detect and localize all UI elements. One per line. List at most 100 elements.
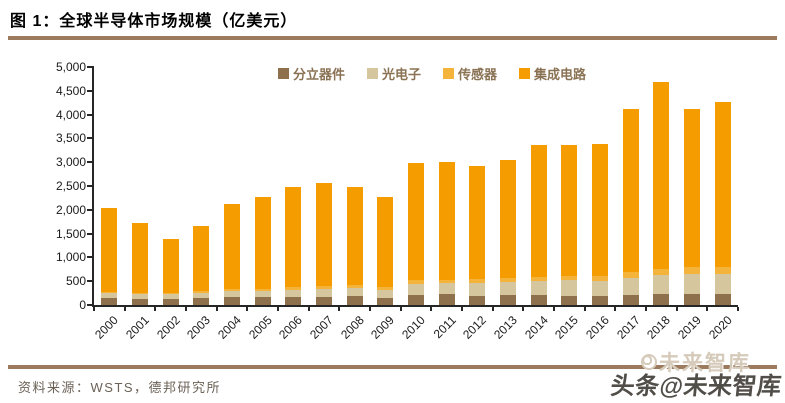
bar-segment-2013	[500, 295, 516, 305]
bar-segment-2012	[469, 283, 486, 296]
bar-segment-2015	[561, 280, 578, 297]
bar-segment-2018	[653, 293, 670, 305]
y-tick-label: 3,500	[55, 131, 86, 146]
y-tick	[87, 232, 92, 235]
bar-segment-2004	[224, 297, 240, 305]
bar-segment-2010	[408, 163, 424, 281]
x-tick	[675, 307, 678, 311]
y-tick-label: 500	[65, 274, 86, 289]
legend-swatch-icon	[443, 68, 454, 79]
x-axis-line	[92, 305, 738, 307]
legend-swatch-icon	[366, 68, 378, 79]
bar-segment-2003	[193, 225, 210, 292]
legend-label: 分立器件	[292, 67, 345, 82]
bar-segment-2004	[224, 289, 240, 292]
x-tick	[369, 307, 371, 311]
bar-segment-2015	[561, 296, 578, 305]
bar-segment-2016	[592, 275, 608, 281]
y-tick	[87, 137, 92, 140]
y-tick-label: 4,500	[55, 83, 86, 98]
bar-segment-2011	[438, 279, 455, 284]
bar-segment-2005	[254, 196, 271, 289]
x-tick	[737, 307, 739, 311]
bar-segment-2007	[316, 183, 332, 287]
y-tick	[87, 185, 92, 187]
bar-segment-2000	[101, 207, 118, 292]
legend-item: 传感器	[443, 64, 497, 83]
bar-segment-2008	[346, 285, 363, 289]
bar-segment-2004	[224, 291, 240, 298]
y-tick	[87, 161, 92, 164]
bar-segment-2003	[193, 291, 210, 293]
bar-segment-2019	[684, 267, 700, 274]
bar-segment-2013	[500, 278, 516, 283]
bar-segment-2020	[714, 293, 731, 305]
bar-segment-2007	[316, 288, 332, 297]
bar-segment-2018	[653, 275, 670, 294]
x-tick	[706, 307, 709, 311]
bar-segment-2020	[714, 102, 731, 268]
y-tick-label: 4,000	[55, 107, 86, 122]
bar-segment-2005	[254, 297, 271, 305]
legend-swatch-icon	[519, 68, 531, 79]
x-tick	[307, 307, 310, 311]
legend-label: 光电子	[381, 67, 421, 82]
bar-segment-2007	[316, 296, 332, 305]
bar-segment-2015	[561, 145, 578, 277]
bar-segment-2016	[592, 295, 608, 305]
x-tick	[185, 307, 187, 311]
y-tick	[87, 66, 92, 68]
legend-label: 集成电路	[534, 67, 587, 82]
bar-segment-2006	[285, 289, 302, 298]
x-tick	[461, 307, 463, 311]
y-tick-label: 1,500	[55, 226, 86, 241]
bar-segment-2015	[561, 276, 578, 281]
figure-title: 图 1：全球半导体市场规模（亿美元）	[10, 13, 298, 30]
bar-segment-2002	[162, 292, 179, 295]
source-note: 资料来源：WSTS，德邦研究所	[18, 380, 222, 395]
bar-segment-2019	[684, 273, 700, 294]
x-tick	[491, 307, 494, 311]
x-tick	[338, 307, 341, 311]
bar-segment-2001	[132, 298, 148, 305]
x-tick	[93, 307, 95, 311]
bar-segment-2014	[530, 277, 547, 282]
x-tick	[246, 307, 249, 311]
x-tick	[583, 307, 586, 311]
y-axis-line	[92, 66, 94, 307]
x-tick	[645, 307, 647, 311]
bar-segment-2011	[438, 283, 455, 295]
bar-segment-2005	[254, 288, 271, 291]
x-tick	[522, 307, 525, 311]
watermark-ghost: 未来智库	[641, 347, 751, 377]
bar-segment-2016	[592, 143, 608, 276]
watermark: 头条@未来智库	[609, 373, 784, 400]
bar-segment-2011	[438, 162, 455, 280]
chart-legend: 分立器件 光电子 传感器 集成电路	[110, 64, 754, 83]
bar-segment-2011	[438, 294, 455, 305]
bar-segment-2009	[377, 297, 394, 305]
x-tick	[430, 307, 433, 311]
bar-segment-2014	[530, 281, 547, 296]
legend-label: 传感器	[458, 67, 498, 82]
y-tick-label: 3,000	[55, 155, 86, 170]
bar-segment-2000	[101, 297, 118, 305]
x-tick	[123, 307, 126, 311]
x-tick	[614, 307, 617, 311]
x-tick	[277, 307, 279, 311]
bar-segment-2001	[132, 292, 148, 294]
bar-segment-2020	[714, 267, 731, 275]
bar-segment-2012	[469, 295, 486, 305]
bar-segment-2014	[530, 295, 547, 305]
bar-segment-2007	[316, 286, 332, 289]
x-tick	[154, 307, 157, 311]
bar-segment-2009	[377, 197, 394, 288]
footer-rule	[8, 365, 777, 369]
bar-segment-2002	[162, 294, 179, 300]
y-tick	[87, 256, 92, 259]
bar-segment-2009	[377, 289, 394, 298]
x-tick	[399, 307, 402, 311]
bar-segment-2008	[346, 288, 363, 297]
bar-segment-2019	[684, 108, 700, 268]
